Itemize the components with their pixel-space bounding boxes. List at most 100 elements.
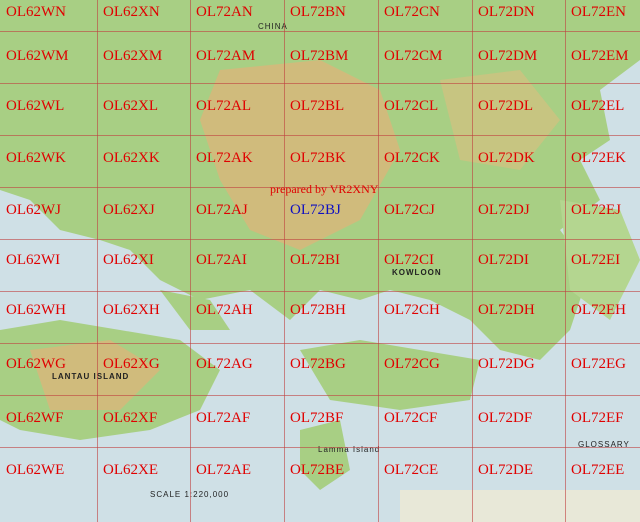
grid-square-label: OL72BH [290,302,346,318]
grid-square-label: OL62XN [103,4,160,20]
grid-square-label: OL72AI [196,252,247,268]
grid-square-label: OL72CH [384,302,440,318]
grid-square-label: OL62WG [6,356,66,372]
grid-square-label: OL62XI [103,252,154,268]
scale-label: SCALE 1:220,000 [150,490,230,499]
upland-hills [200,60,400,250]
grid-line-horizontal [0,135,640,136]
grid-line-horizontal [0,447,640,448]
grid-square-label: OL72EJ [571,202,621,218]
grid-line-horizontal [0,239,640,240]
grid-line-vertical [565,0,566,522]
upland-hills-east [440,70,560,170]
grid-line-horizontal [0,395,640,396]
grid-square-label: OL62WL [6,98,65,114]
grid-square-label: OL72DJ [478,202,530,218]
grid-square-label: OL72AM [196,48,256,64]
grid-square-label: OL72AJ [196,202,248,218]
grid-square-label: OL72EL [571,98,625,114]
grid-square-label: OL72CK [384,150,440,166]
grid-square-label: OL72BG [290,356,346,372]
grid-square-label: OL72DG [478,356,535,372]
grid-square-label: OL72CF [384,410,438,426]
grid-square-label: OL72DL [478,98,533,114]
grid-square-label: OL72EG [571,356,626,372]
lantau-hills [30,340,160,410]
grid-line-vertical [284,0,285,522]
grid-square-label: OL72AF [196,410,251,426]
grid-square-label: OL62XE [103,462,158,478]
grid-square-label: OL72DI [478,252,529,268]
grid-square-label: OL72AG [196,356,253,372]
grid-square-label: OL72EH [571,302,626,318]
grid-square-label: OL62WK [6,150,66,166]
grid-square-label: OL62XM [103,48,163,64]
credit-text: prepared by VR2XNY [270,182,379,196]
grid-square-label: OL72EF [571,410,624,426]
grid-line-vertical [97,0,98,522]
lamma-island [300,420,350,490]
islands-west [160,290,230,330]
grid-square-label: OL62WM [6,48,69,64]
place-label-lamma: Lamma Island [318,445,381,454]
grid-square-label: OL62XF [103,410,158,426]
grid-square-label: OL62XK [103,150,160,166]
grid-square-label: OL72EM [571,48,629,64]
grid-square-label: OL72CN [384,4,440,20]
grid-line-horizontal [0,31,640,32]
grid-square-label: OL72BM [290,48,349,64]
grid-square-label: OL62WN [6,4,66,20]
grid-square-label: OL72DE [478,462,533,478]
grid-square-label: OL72CI [384,252,434,268]
grid-square-label: OL62XJ [103,202,155,218]
grid-square-label: OL72BK [290,150,346,166]
grid-square-label: OL72AL [196,98,251,114]
grid-line-vertical [472,0,473,522]
place-label-china: CHINA [258,22,288,31]
grid-square-label: OL72EE [571,462,625,478]
legend-strip [400,490,640,522]
grid-square-label: OL72AN [196,4,253,20]
grid-square-label: OL72CL [384,98,439,114]
grid-line-horizontal [0,187,640,188]
grid-square-label: OL72DK [478,150,535,166]
grid-square-label: OL72EI [571,252,621,268]
hong-kong-island [300,340,480,410]
grid-square-label: OL72CM [384,48,443,64]
place-label-kowloon: KOWLOON [392,268,442,277]
grid-square-label: OL72CE [384,462,439,478]
grid-square-label: OL72AH [196,302,253,318]
grid-square-label: OL72BI [290,252,340,268]
grid-square-label: OL62WH [6,302,66,318]
grid-square-label: OL62XG [103,356,160,372]
grid-square-label: OL72EK [571,150,626,166]
grid-line-horizontal [0,343,640,344]
grid-square-label: OL72BJ [290,202,341,218]
grid-square-label: OL62WE [6,462,65,478]
grid-line-horizontal [0,291,640,292]
grid-square-label: OL72BE [290,462,345,478]
grid-square-label: OL72EN [571,4,626,20]
grid-square-label: OL72CJ [384,202,435,218]
grid-line-vertical [190,0,191,522]
grid-square-label: OL72CG [384,356,440,372]
grid-square-label: OL72BN [290,4,346,20]
grid-square-label: OL72DN [478,4,535,20]
grid-square-label: OL62XL [103,98,158,114]
grid-line-vertical [378,0,379,522]
grid-square-label: OL72DM [478,48,538,64]
grid-square-label: OL72BL [290,98,345,114]
place-label-lantau: LANTAU ISLAND [52,372,130,381]
grid-line-horizontal [0,83,640,84]
grid-square-label: OL72DF [478,410,533,426]
place-label-glossary: GLOSSARY [578,440,630,449]
islands-east [560,200,640,320]
grid-square-label: OL62WF [6,410,64,426]
grid-square-label: OL72AK [196,150,253,166]
grid-square-label: OL72DH [478,302,535,318]
grid-square-label: OL72AE [196,462,251,478]
grid-square-label: OL72BF [290,410,344,426]
grid-square-label: OL62WJ [6,202,61,218]
grid-square-label: OL62WI [6,252,61,268]
